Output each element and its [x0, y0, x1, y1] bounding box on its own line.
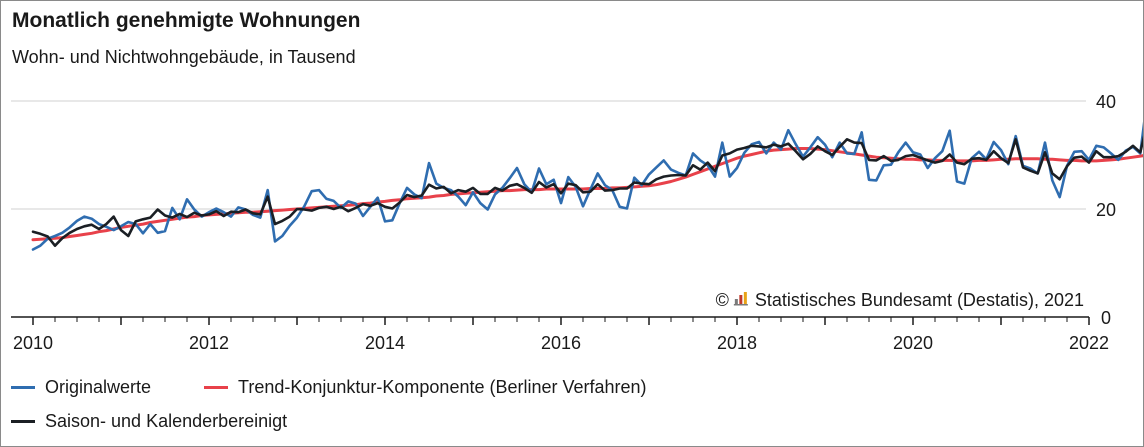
legend-label-original: Originalwerte — [45, 377, 152, 397]
x-tick-label-2020: 2020 — [893, 333, 933, 353]
series-line-seasonal — [31, 135, 1143, 247]
x-tick-label-2022: 2022 — [1069, 333, 1109, 353]
legend-item-original: Originalwerte — [11, 377, 151, 398]
destatis-logo-base — [733, 304, 748, 306]
chart-subtitle: Wohn- und Nichtwohngebäude, in Tausend — [12, 47, 356, 67]
legend-swatch-trend — [204, 386, 228, 389]
series-line-original — [31, 121, 1143, 251]
legend-swatch-seasonal — [11, 420, 35, 423]
destatis-logo-icon — [733, 292, 748, 306]
legend-item-trend: Trend-Konjunktur-Komponente (Berliner Ve… — [204, 377, 647, 398]
y-axis: 0 20 40 — [1096, 92, 1116, 328]
x-axis: 2010 2012 2014 2016 2018 2020 2022 — [11, 316, 1109, 353]
y-tick-label-40: 40 — [1096, 92, 1116, 112]
gridlines — [11, 100, 1086, 210]
legend-item-seasonal: Saison- und Kalenderbereinigt — [11, 411, 287, 432]
legend-swatch-original — [11, 386, 35, 389]
y-tick-label-0: 0 — [1101, 308, 1111, 328]
x-tick-label-2014: 2014 — [365, 333, 405, 353]
x-tick-label-2018: 2018 — [717, 333, 757, 353]
legend-label-trend: Trend-Konjunktur-Komponente (Berliner Ve… — [238, 377, 647, 397]
destatis-logo-bar — [743, 292, 747, 304]
chart-title: Monatlich genehmigte Wohnungen — [12, 9, 361, 32]
series-lines — [31, 121, 1143, 251]
destatis-logo-bar — [739, 295, 743, 304]
copyright-symbol: © — [716, 290, 729, 310]
x-tick-label-2012: 2012 — [189, 333, 229, 353]
y-tick-label-20: 20 — [1096, 200, 1116, 220]
legend-label-seasonal: Saison- und Kalenderbereinigt — [45, 411, 288, 431]
source-credit: Statistisches Bundesamt (Destatis), 2021 — [755, 290, 1084, 310]
x-tick-label-2016: 2016 — [541, 333, 581, 353]
x-tick-label-2010: 2010 — [13, 333, 53, 353]
destatis-logo-bar — [734, 299, 738, 304]
